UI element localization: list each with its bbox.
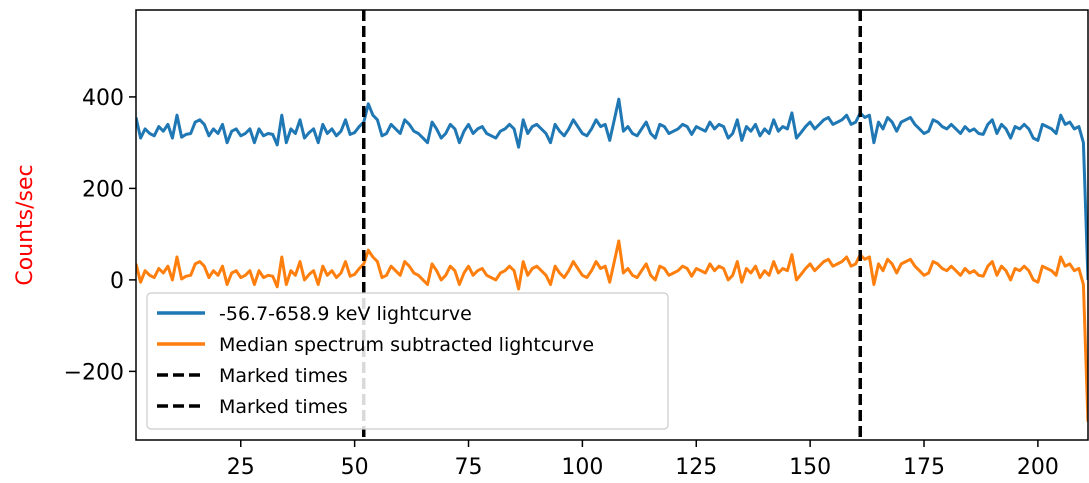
legend-label: Median spectrum subtracted lightcurve bbox=[219, 334, 594, 356]
x-axis: 25 50 75 100 125 150 175 200 bbox=[227, 440, 1059, 480]
y-tick-label: −200 bbox=[64, 360, 124, 385]
x-tick-label: 25 bbox=[227, 455, 255, 480]
legend-label: -56.7-658.9 keV lightcurve bbox=[219, 303, 472, 325]
x-tick-label: 200 bbox=[1017, 455, 1059, 480]
x-tick-label: 50 bbox=[341, 455, 369, 480]
series-line-1 bbox=[136, 239, 1088, 422]
y-axis-label: Counts/sec bbox=[13, 164, 38, 285]
y-tick-label: 400 bbox=[82, 86, 124, 111]
series-line-0 bbox=[136, 97, 1088, 280]
x-tick-label: 125 bbox=[675, 455, 717, 480]
x-tick-label: 100 bbox=[561, 455, 603, 480]
series-layer bbox=[136, 97, 1088, 422]
axes-frame bbox=[135, 9, 1089, 441]
legend: -56.7-658.9 keV lightcurve Median spectru… bbox=[146, 292, 669, 430]
y-axis: −200 0 200 400 bbox=[64, 86, 136, 385]
y-tick-label: 0 bbox=[110, 269, 124, 294]
x-tick-label: 75 bbox=[455, 455, 483, 480]
x-tick-label: 150 bbox=[789, 455, 831, 480]
x-tick-label: 175 bbox=[903, 455, 945, 480]
y-tick-label: 200 bbox=[82, 177, 124, 202]
legend-box bbox=[146, 292, 669, 430]
legend-label: Marked times bbox=[219, 365, 348, 387]
legend-label: Marked times bbox=[219, 396, 348, 418]
